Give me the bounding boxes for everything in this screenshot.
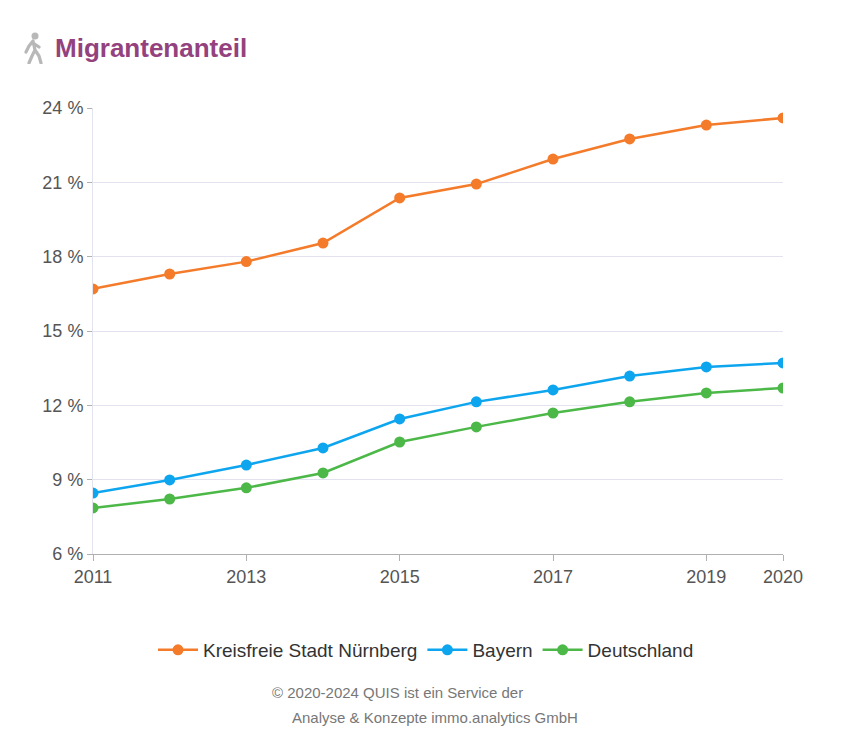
svg-text:6 %: 6 %: [52, 544, 83, 564]
svg-text:Deutschland: Deutschland: [588, 640, 694, 661]
svg-text:2017: 2017: [533, 567, 573, 587]
svg-text:2020: 2020: [763, 567, 803, 587]
svg-text:24 %: 24 %: [42, 98, 83, 118]
svg-text:Kreisfreie Stadt Nürnberg: Kreisfreie Stadt Nürnberg: [203, 640, 417, 661]
svg-text:12 %: 12 %: [42, 396, 83, 416]
svg-text:Migrantenanteil: Migrantenanteil: [55, 33, 247, 63]
svg-text:Bayern: Bayern: [472, 640, 532, 661]
svg-text:2015: 2015: [380, 567, 420, 587]
svg-text:Analyse & Konzepte immo.analyt: Analyse & Konzepte immo.analytics GmbH: [292, 709, 578, 726]
svg-text:2011: 2011: [74, 567, 113, 587]
svg-text:18 %: 18 %: [42, 247, 83, 267]
svg-text:15 %: 15 %: [42, 321, 83, 341]
svg-text:2013: 2013: [226, 567, 266, 587]
svg-text:9 %: 9 %: [52, 470, 83, 490]
svg-text:21 %: 21 %: [42, 173, 83, 193]
svg-text:2019: 2019: [686, 567, 726, 587]
svg-text:© 2020-2024 QUIS ist ein Servi: © 2020-2024 QUIS ist ein Service der: [272, 684, 523, 701]
